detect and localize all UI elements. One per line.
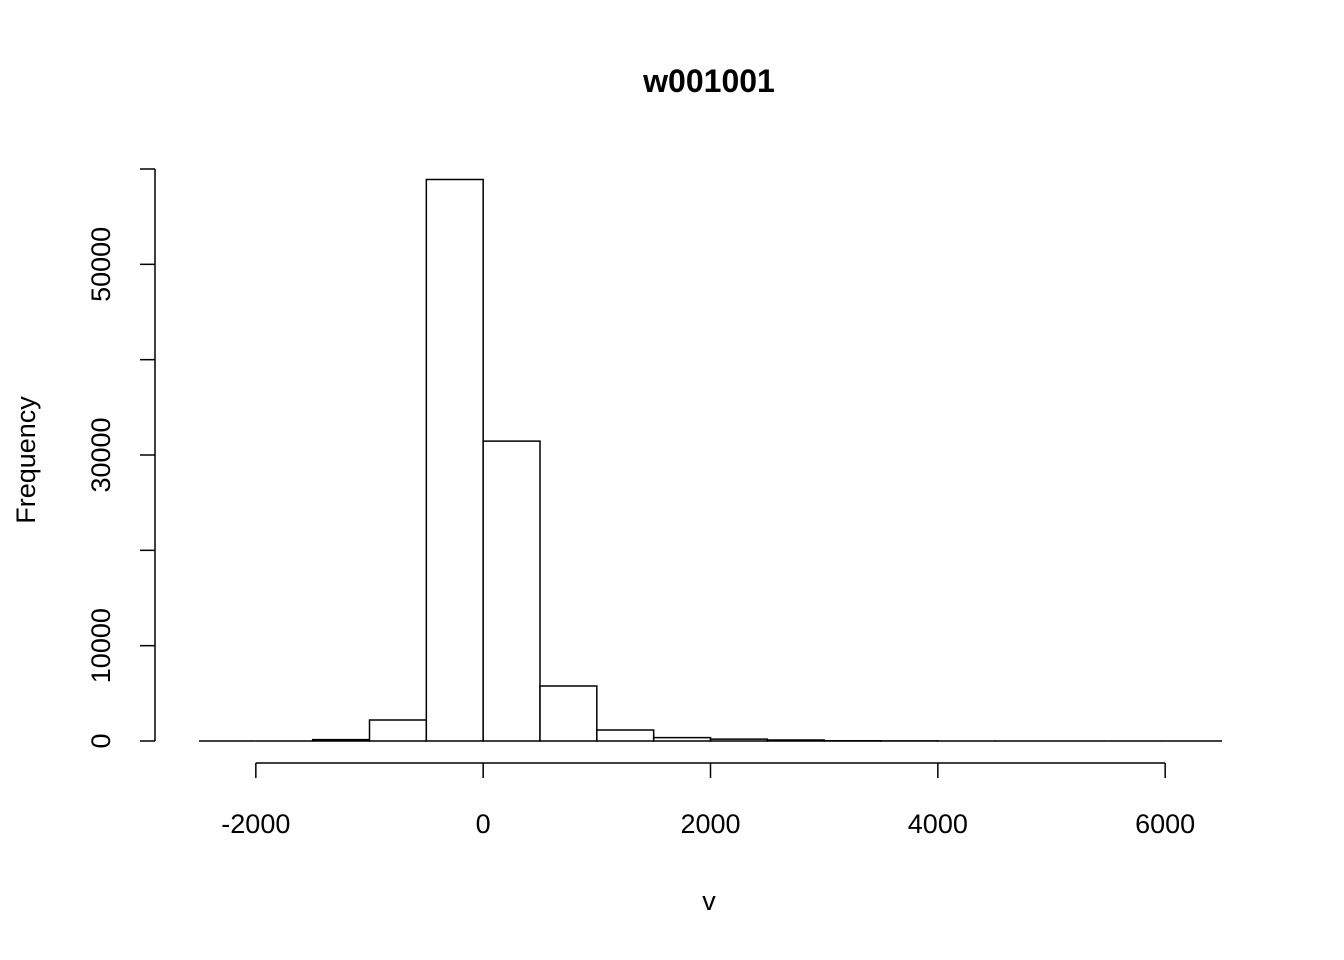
x-tick-label: 6000 bbox=[1135, 809, 1195, 839]
bar bbox=[368, 719, 428, 742]
x-tick-label: 4000 bbox=[908, 809, 968, 839]
y-axis-label: Frequency bbox=[11, 396, 41, 524]
bar bbox=[425, 178, 484, 742]
x-tick-label: 0 bbox=[476, 809, 491, 839]
bar bbox=[311, 738, 371, 742]
y-tick-label: 0 bbox=[86, 733, 116, 748]
x-axis-label: v bbox=[702, 886, 716, 916]
y-tick-label: 10000 bbox=[86, 608, 116, 683]
x-tick-label: 2000 bbox=[680, 809, 740, 839]
bar bbox=[539, 685, 598, 742]
y-tick-label: 50000 bbox=[86, 227, 116, 302]
chart-title: w001001 bbox=[642, 63, 775, 99]
y-tick-label: 30000 bbox=[86, 417, 116, 492]
bar bbox=[709, 738, 769, 742]
bar bbox=[482, 440, 541, 742]
bar bbox=[652, 736, 712, 742]
bar bbox=[596, 729, 655, 742]
bar bbox=[766, 739, 825, 742]
x-tick-label: -2000 bbox=[221, 809, 290, 839]
